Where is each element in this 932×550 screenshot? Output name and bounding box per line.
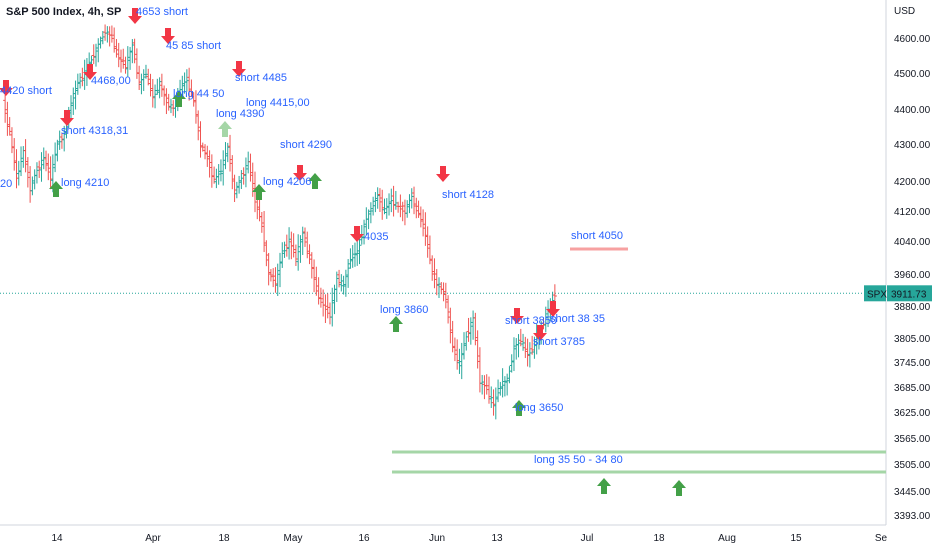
y-tick-label: 3685.00 (894, 383, 931, 394)
short-arrow (436, 166, 450, 182)
short-arrow (0, 80, 13, 96)
annotation-label: short 4290 (280, 139, 332, 151)
annotation-label: long 3650 (515, 402, 563, 414)
x-tick-label: 18 (218, 533, 230, 544)
long-arrow (308, 173, 322, 189)
y-tick-label: 3745.00 (894, 358, 931, 369)
last-price-badge (887, 285, 932, 302)
short-arrow (533, 325, 547, 341)
y-tick-label: 4400.00 (894, 105, 931, 116)
y-tick-label: 4500.00 (894, 69, 931, 80)
annotation-label: short 4318,31 (61, 125, 128, 137)
x-tick-label: Se (875, 533, 888, 544)
annotation-label: long 4210 (61, 177, 109, 189)
annotation-label: long 44 50 (173, 88, 224, 100)
y-tick-label: 4120.00 (894, 207, 931, 218)
x-tick-label: May (284, 533, 303, 544)
annotation-label: short 38 35 (550, 313, 605, 325)
annotation-label: long 4415,00 (246, 97, 310, 109)
x-tick-label: Jun (429, 533, 445, 544)
annotation-label: long 4206 (263, 176, 311, 188)
x-tick-label: 18 (653, 533, 665, 544)
short-arrow (350, 226, 364, 242)
annotation-label: 4653 short (136, 6, 188, 18)
y-tick-label: 3805.00 (894, 334, 931, 345)
x-tick-label: Apr (145, 533, 161, 544)
annotation-label: long 4390 (216, 108, 264, 120)
y-tick-label: 3565.00 (894, 434, 931, 445)
y-tick-label: 3625.00 (894, 408, 931, 419)
long-arrow (672, 480, 686, 496)
short-arrow (60, 110, 74, 126)
annotation-label: short 3785 (533, 336, 585, 348)
y-tick-label: 3505.00 (894, 460, 931, 471)
annotation-label: 4468,00 (91, 75, 131, 87)
short-arrow (546, 301, 560, 317)
y-tick-label: 3445.00 (894, 487, 931, 498)
annotation-label: short 4128 (442, 189, 494, 201)
last-price-symbol-bg (864, 285, 886, 302)
last-price-value: 3911.73 (891, 289, 927, 300)
y-tick-label: 4600.00 (894, 34, 931, 45)
long-arrow (172, 91, 186, 107)
annotation-label: 4035 (364, 231, 388, 243)
short-arrow (232, 61, 246, 77)
annotation-label: long 3860 (380, 304, 428, 316)
x-tick-label: Jul (581, 533, 594, 544)
short-arrow (510, 308, 524, 324)
annotation-label: 20 (0, 178, 12, 190)
currency-label: USD (894, 6, 915, 17)
chart-title: S&P 500 Index, 4h, SP (6, 6, 122, 18)
y-tick-label: 3880.00 (894, 302, 931, 313)
annotation-label: 45 85 short (166, 40, 221, 52)
short-arrow (293, 165, 307, 181)
y-tick-label: 4200.00 (894, 177, 931, 188)
short-arrow (161, 28, 175, 44)
y-tick-label: 4040.00 (894, 237, 931, 248)
x-tick-label: Aug (718, 533, 736, 544)
long-arrow (49, 181, 63, 197)
long-arrow (512, 400, 526, 416)
annotation-label: short 4050 (571, 230, 623, 242)
annotation-label: short 4485 (235, 72, 287, 84)
y-tick-label: 4300.00 (894, 140, 931, 151)
short-arrow (128, 8, 142, 24)
x-tick-label: 14 (51, 533, 63, 544)
x-tick-label: 15 (790, 533, 802, 544)
annotation-label: 4420 short (0, 85, 52, 97)
annotation-label: long 35 50 - 34 80 (534, 454, 623, 466)
long-arrow (218, 121, 232, 137)
x-tick-label: 16 (358, 533, 370, 544)
long-arrow (252, 184, 266, 200)
annotation-label: short 3850 (505, 315, 557, 327)
long-arrow (389, 316, 403, 332)
y-tick-label: 3960.00 (894, 270, 931, 281)
y-tick-label: 3393.00 (894, 511, 931, 522)
long-arrow (597, 478, 611, 494)
last-price-symbol: SPX (867, 289, 887, 300)
short-arrow (83, 64, 97, 80)
x-tick-label: 13 (491, 533, 503, 544)
